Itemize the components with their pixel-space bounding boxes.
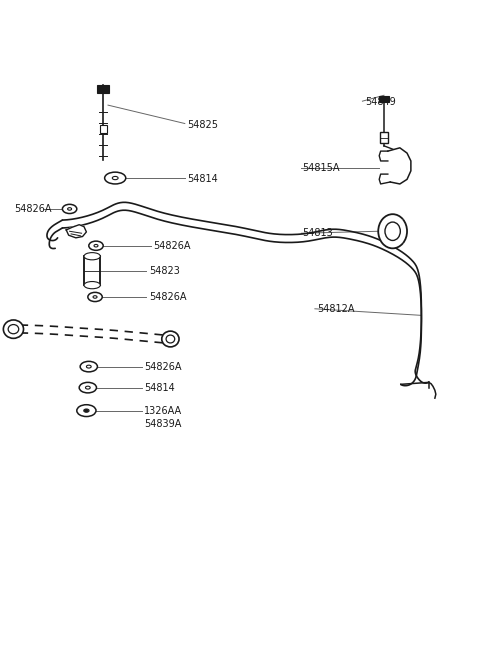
Ellipse shape — [105, 172, 126, 184]
Bar — [379, 96, 389, 102]
Text: 54814: 54814 — [187, 173, 218, 184]
Text: 54826A: 54826A — [154, 240, 191, 251]
Ellipse shape — [3, 320, 24, 338]
Bar — [97, 85, 109, 93]
Text: 54839A: 54839A — [144, 419, 181, 429]
Ellipse shape — [89, 241, 103, 250]
Text: 54825: 54825 — [187, 120, 218, 130]
Text: 54826A: 54826A — [14, 204, 52, 214]
Ellipse shape — [79, 382, 96, 393]
Bar — [380, 132, 388, 143]
Ellipse shape — [84, 409, 89, 413]
Ellipse shape — [84, 409, 89, 412]
Ellipse shape — [68, 208, 72, 210]
FancyBboxPatch shape — [84, 256, 100, 285]
Polygon shape — [379, 174, 390, 184]
Ellipse shape — [378, 214, 407, 248]
Ellipse shape — [77, 405, 96, 417]
Ellipse shape — [162, 331, 179, 347]
Ellipse shape — [385, 222, 400, 240]
Ellipse shape — [84, 282, 100, 289]
Ellipse shape — [86, 365, 91, 368]
Text: 54849: 54849 — [365, 97, 396, 107]
Text: 54826A: 54826A — [149, 292, 186, 302]
Ellipse shape — [62, 204, 77, 214]
Text: 54813: 54813 — [302, 228, 333, 238]
Ellipse shape — [94, 244, 98, 247]
Text: 54812A: 54812A — [317, 304, 354, 314]
Polygon shape — [379, 151, 388, 161]
Text: 54814: 54814 — [144, 382, 175, 393]
Ellipse shape — [85, 386, 90, 389]
Ellipse shape — [80, 361, 97, 372]
Ellipse shape — [166, 335, 175, 343]
Polygon shape — [66, 225, 86, 238]
Text: 54815A: 54815A — [302, 162, 340, 173]
Ellipse shape — [84, 253, 100, 260]
Bar — [100, 125, 107, 133]
Ellipse shape — [93, 296, 97, 298]
Ellipse shape — [112, 177, 118, 179]
Text: 54823: 54823 — [149, 265, 180, 276]
Text: 1326AA: 1326AA — [144, 405, 182, 416]
Text: 54826A: 54826A — [144, 361, 181, 372]
Ellipse shape — [88, 292, 102, 302]
Ellipse shape — [8, 325, 19, 334]
Polygon shape — [388, 148, 411, 184]
